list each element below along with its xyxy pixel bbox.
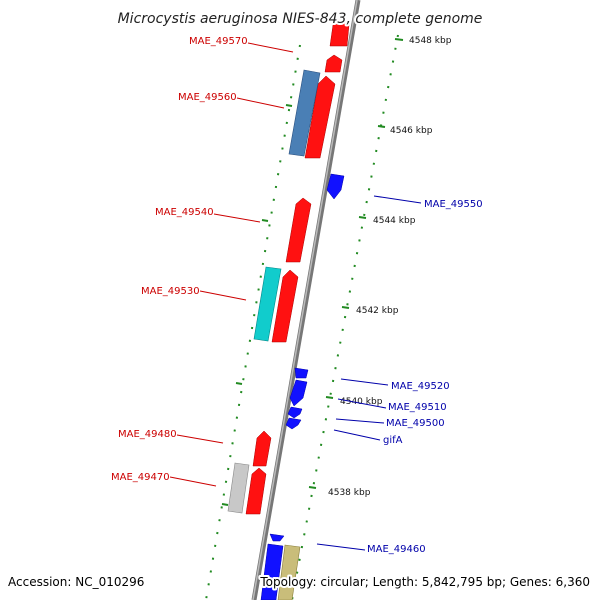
tick-label-4544: 4544 kbp [373,216,416,226]
map-title-halo: Microcystis aeruginosa NIES-843, complet… [118,11,483,27]
tick-label-4540: 4540 kbp [340,397,383,407]
gene-feature-mae-49500[interactable] [287,406,303,419]
map-title: Microcystis aeruginosa NIES-843, complet… [118,11,483,27]
gene-feature-mae-49520[interactable] [294,367,309,379]
tick-label-4538: 4538 kbp [328,488,371,498]
genome-backbone [251,0,361,600]
gene-label-mae-49540[interactable]: MAE_49540 [155,207,214,218]
tick-mark [308,486,317,489]
gene-feature-mae-49510[interactable] [289,379,308,407]
gene-label-gifa[interactable]: gifA [383,435,403,446]
topology-text: Topology: circular; Length: 5,842,795 bp… [259,575,590,589]
gene-feature-mae-49570b[interactable] [324,54,343,73]
tick-label-4548: 4548 kbp [409,36,452,46]
gene-feature-steelblue[interactable] [288,69,321,157]
gene-label-mae-49570[interactable]: MAE_49570 [189,36,248,47]
gene-feature-mae-49560[interactable] [304,75,336,159]
gene-feature-mae-49550[interactable] [326,173,345,200]
topology-halo: Topology: circular; Length: 5,842,795 bp… [259,575,590,589]
gene-feature-mae-49460-head[interactable] [269,533,285,542]
tick-mark [325,396,334,399]
gene-label-mae-49530[interactable]: MAE_49530 [141,286,200,297]
accession-halo: Accession: NC_010296 [8,575,144,589]
plus-strand-features [245,19,350,515]
tick-mark [377,125,386,128]
gene-label-mae-49500[interactable]: MAE_49500 [386,418,445,429]
gene-label-mae-49470[interactable]: MAE_49470 [111,472,170,483]
gene-feature-mae-49470[interactable] [245,467,267,515]
gene-label-mae-49510[interactable]: MAE_49510 [388,402,447,413]
inner-dotted-ring [205,44,301,600]
minus-strand-features [260,173,345,600]
gene-label-mae-49560[interactable]: MAE_49560 [178,92,237,103]
tick-labels: 4548 kbp 4546 kbp 4544 kbp 4542 kbp 4540… [328,36,452,498]
misc-features [227,69,321,600]
tick-mark [394,38,404,41]
gene-feature-mae-49530[interactable] [271,269,299,343]
accession-text: Accession: NC_010296 [8,575,144,589]
outer-dotted-ring [291,34,399,600]
leader-lines [169,42,422,551]
tick-marks [308,38,404,489]
gene-feature-gifa[interactable] [285,417,302,430]
tick-mark [358,216,367,219]
gene-label-mae-49550[interactable]: MAE_49550 [424,199,483,210]
gene-feature-mae-49540[interactable] [285,197,312,263]
gene-feature-cyan[interactable] [253,266,282,342]
tick-label-4546: 4546 kbp [390,126,433,136]
tick-mark [341,306,350,309]
inner-tick-marks [221,104,293,506]
gene-feature-mae-49480[interactable] [252,430,272,467]
gene-label-mae-49460[interactable]: MAE_49460 [367,544,426,555]
gene-feature-khaki[interactable] [277,544,301,600]
gene-feature-mae-49570[interactable] [329,19,350,47]
gene-label-mae-49480[interactable]: MAE_49480 [118,429,177,440]
gene-feature-gray[interactable] [227,462,250,514]
gene-labels: MAE_49570 MAE_49560 MAE_49550 MAE_49540 … [111,36,483,555]
gene-feature-mae-49460[interactable] [260,543,284,600]
gene-label-mae-49520[interactable]: MAE_49520 [391,381,450,392]
tick-label-4542: 4542 kbp [356,306,399,316]
